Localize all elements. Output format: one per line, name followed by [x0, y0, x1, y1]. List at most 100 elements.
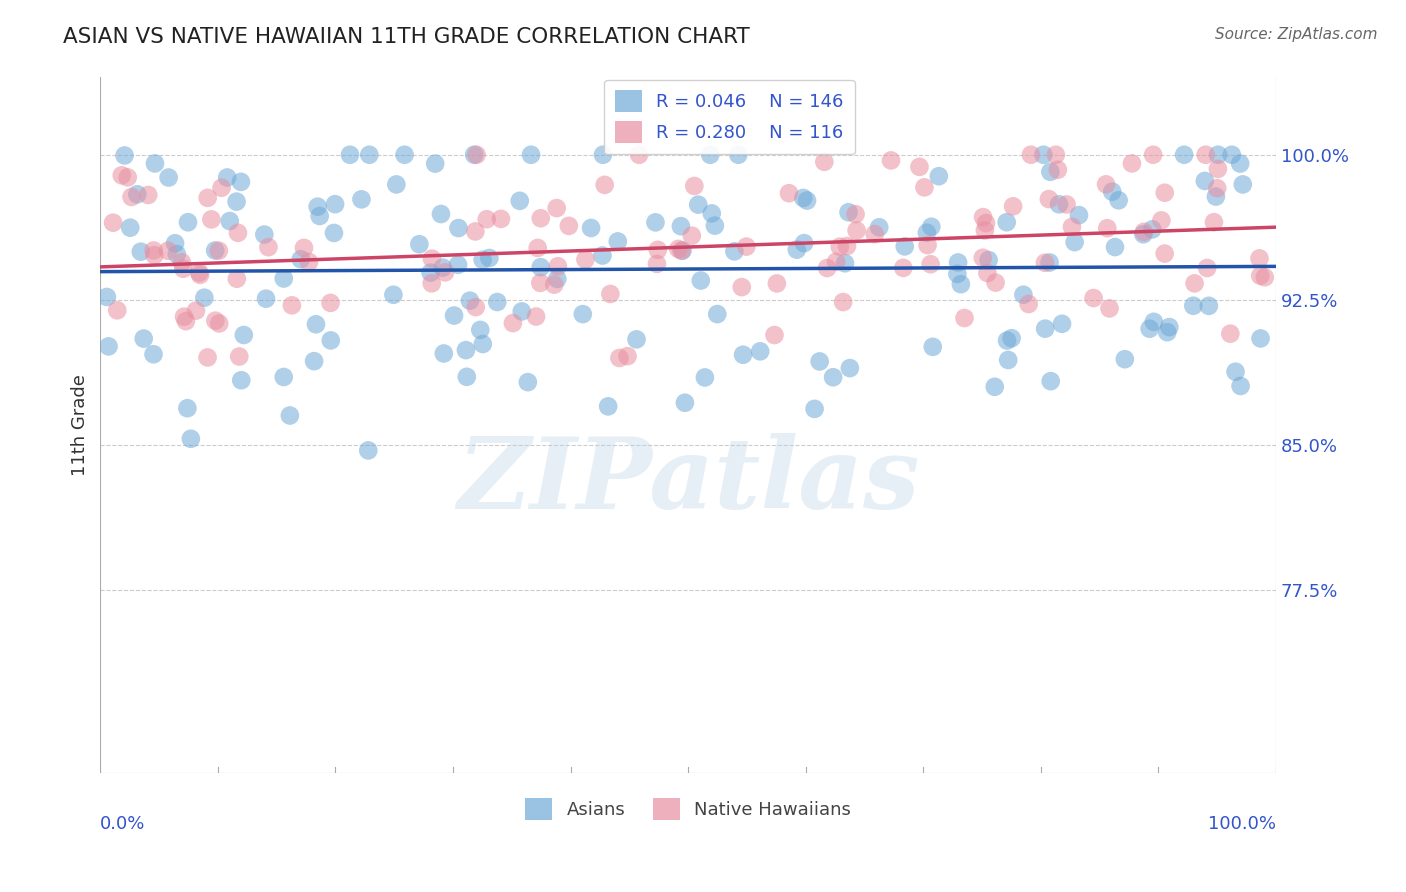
- Native Hawaiians: [666, 242, 689, 256]
- Native Hawaiians: [420, 277, 443, 291]
- Asians: [193, 291, 215, 305]
- Asians: [1220, 147, 1243, 161]
- Native Hawaiians: [142, 244, 165, 258]
- Asians: [176, 401, 198, 416]
- Asians: [463, 147, 485, 161]
- Asians: [229, 175, 252, 189]
- Asians: [142, 347, 165, 361]
- Native Hawaiians: [1206, 181, 1229, 195]
- Asians: [180, 432, 202, 446]
- Asians: [731, 348, 754, 362]
- Asians: [1050, 317, 1073, 331]
- Asians: [486, 295, 509, 310]
- Asians: [921, 340, 943, 354]
- Native Hawaiians: [912, 180, 935, 194]
- Native Hawaiians: [1097, 221, 1119, 235]
- Native Hawaiians: [228, 350, 250, 364]
- Native Hawaiians: [281, 298, 304, 312]
- Native Hawaiians: [813, 154, 835, 169]
- Asians: [823, 370, 845, 384]
- Asians: [837, 205, 859, 219]
- Native Hawaiians: [984, 276, 1007, 290]
- Legend: Asians, Native Hawaiians: Asians, Native Hawaiians: [517, 790, 858, 827]
- Asians: [273, 370, 295, 384]
- Asians: [394, 147, 416, 161]
- Asians: [1012, 287, 1035, 301]
- Native Hawaiians: [908, 160, 931, 174]
- Asians: [323, 226, 346, 240]
- Asians: [1225, 365, 1247, 379]
- Asians: [546, 272, 568, 286]
- Asians: [688, 197, 710, 211]
- Asians: [120, 220, 142, 235]
- Native Hawaiians: [1184, 277, 1206, 291]
- Asians: [749, 344, 772, 359]
- Asians: [727, 147, 749, 161]
- Asians: [1142, 222, 1164, 236]
- Native Hawaiians: [529, 276, 551, 290]
- Asians: [669, 219, 692, 234]
- Native Hawaiians: [920, 257, 942, 271]
- Asians: [302, 354, 325, 368]
- Native Hawaiians: [825, 254, 848, 268]
- Asians: [995, 334, 1018, 348]
- Asians: [510, 304, 533, 318]
- Asians: [693, 370, 716, 384]
- Asians: [1114, 352, 1136, 367]
- Native Hawaiians: [226, 226, 249, 240]
- Native Hawaiians: [292, 241, 315, 255]
- Native Hawaiians: [200, 212, 222, 227]
- Native Hawaiians: [671, 244, 693, 258]
- Asians: [1198, 299, 1220, 313]
- Native Hawaiians: [1150, 213, 1173, 227]
- Native Hawaiians: [136, 188, 159, 202]
- Native Hawaiians: [1002, 199, 1025, 213]
- Asians: [470, 323, 492, 337]
- Asians: [1159, 320, 1181, 334]
- Asians: [166, 247, 188, 261]
- Native Hawaiians: [1046, 162, 1069, 177]
- Text: ZIPatlas: ZIPatlas: [457, 433, 920, 529]
- Asians: [456, 369, 478, 384]
- Native Hawaiians: [225, 271, 247, 285]
- Asians: [478, 251, 501, 265]
- Asians: [1139, 322, 1161, 336]
- Native Hawaiians: [609, 351, 631, 365]
- Native Hawaiians: [173, 310, 195, 324]
- Asians: [157, 170, 180, 185]
- Native Hawaiians: [170, 255, 193, 269]
- Asians: [114, 148, 136, 162]
- Native Hawaiians: [628, 147, 651, 161]
- Native Hawaiians: [1219, 326, 1241, 341]
- Native Hawaiians: [105, 303, 128, 318]
- Asians: [606, 235, 628, 249]
- Native Hawaiians: [188, 268, 211, 282]
- Native Hawaiians: [645, 257, 668, 271]
- Asians: [132, 332, 155, 346]
- Asians: [579, 221, 602, 235]
- Asians: [232, 328, 254, 343]
- Native Hawaiians: [524, 310, 547, 324]
- Native Hawaiians: [1249, 268, 1271, 283]
- Native Hawaiians: [211, 180, 233, 194]
- Asians: [803, 401, 825, 416]
- Native Hawaiians: [972, 251, 994, 265]
- Native Hawaiians: [1033, 256, 1056, 270]
- Asians: [808, 354, 831, 368]
- Native Hawaiians: [1206, 161, 1229, 176]
- Asians: [273, 271, 295, 285]
- Text: ASIAN VS NATIVE HAWAIIAN 11TH GRADE CORRELATION CHART: ASIAN VS NATIVE HAWAIIAN 11TH GRADE CORR…: [63, 27, 749, 46]
- Asians: [1104, 240, 1126, 254]
- Asians: [786, 243, 808, 257]
- Native Hawaiians: [766, 277, 789, 291]
- Asians: [357, 443, 380, 458]
- Asians: [254, 292, 277, 306]
- Native Hawaiians: [197, 191, 219, 205]
- Asians: [626, 332, 648, 346]
- Asians: [1101, 185, 1123, 199]
- Asians: [425, 156, 447, 170]
- Asians: [454, 343, 477, 357]
- Native Hawaiians: [1056, 197, 1078, 211]
- Native Hawaiians: [257, 240, 280, 254]
- Asians: [432, 260, 454, 275]
